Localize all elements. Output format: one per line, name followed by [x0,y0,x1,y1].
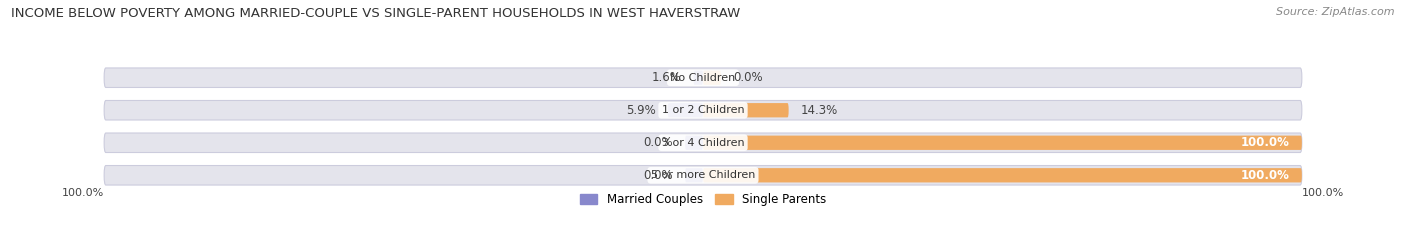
Text: 5.9%: 5.9% [626,104,655,117]
FancyBboxPatch shape [668,103,703,117]
Text: 5 or more Children: 5 or more Children [651,170,755,180]
Text: 0.0%: 0.0% [644,169,673,182]
FancyBboxPatch shape [104,68,1302,87]
FancyBboxPatch shape [104,133,1302,153]
Text: Source: ZipAtlas.com: Source: ZipAtlas.com [1277,7,1395,17]
Text: 0.0%: 0.0% [644,136,673,149]
Text: No Children: No Children [671,73,735,83]
Text: INCOME BELOW POVERTY AMONG MARRIED-COUPLE VS SINGLE-PARENT HOUSEHOLDS IN WEST HA: INCOME BELOW POVERTY AMONG MARRIED-COUPL… [11,7,741,20]
Text: 100.0%: 100.0% [1241,136,1289,149]
FancyBboxPatch shape [703,71,721,85]
FancyBboxPatch shape [703,136,1302,150]
Text: 3 or 4 Children: 3 or 4 Children [662,138,744,148]
Text: 0.0%: 0.0% [733,71,762,84]
FancyBboxPatch shape [685,168,703,182]
Text: 100.0%: 100.0% [1241,169,1289,182]
FancyBboxPatch shape [693,71,703,85]
Text: 1 or 2 Children: 1 or 2 Children [662,105,744,115]
FancyBboxPatch shape [685,136,703,150]
Text: 14.3%: 14.3% [800,104,838,117]
FancyBboxPatch shape [104,100,1302,120]
FancyBboxPatch shape [703,103,789,117]
Legend: Married Couples, Single Parents: Married Couples, Single Parents [575,188,831,211]
FancyBboxPatch shape [104,165,1302,185]
FancyBboxPatch shape [703,168,1302,182]
Text: 100.0%: 100.0% [1302,188,1344,198]
Text: 100.0%: 100.0% [62,188,104,198]
Text: 1.6%: 1.6% [651,71,682,84]
